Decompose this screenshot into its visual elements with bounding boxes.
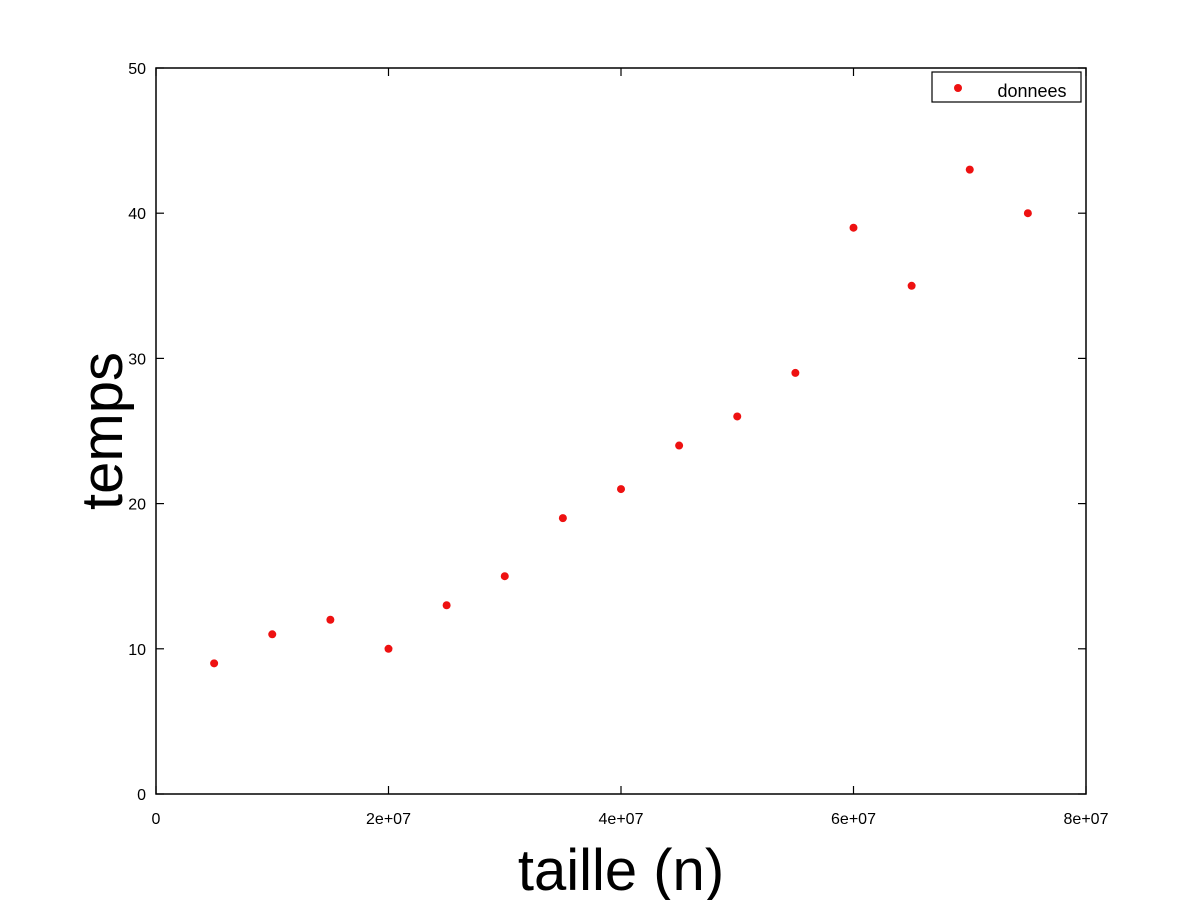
- data-point: [1023, 209, 1032, 218]
- x-tick-label: 6e+07: [831, 811, 876, 828]
- data-point: [617, 485, 625, 494]
- x-tick-label: 0: [152, 811, 161, 828]
- data-point: [500, 572, 509, 581]
- x-tick-label: 2e+07: [366, 811, 411, 828]
- y-tick-label: 10: [128, 642, 146, 659]
- data-point: [965, 165, 974, 174]
- y-tick-label: 40: [128, 206, 146, 223]
- legend-marker: [954, 84, 962, 92]
- data-point: [733, 412, 742, 421]
- x-tick-label: 8e+07: [1064, 811, 1109, 828]
- data-point: [326, 615, 335, 624]
- data-point: [268, 630, 277, 639]
- x-tick-label: 4e+07: [599, 811, 644, 828]
- plot-frame: [155, 67, 1087, 795]
- data-point: [384, 644, 393, 653]
- y-tick-label: 50: [128, 61, 146, 78]
- legend: donnees: [931, 71, 1082, 103]
- x-axis-title: taille (n): [518, 838, 724, 900]
- y-tick-label: 20: [128, 497, 146, 514]
- data-point: [849, 223, 858, 232]
- data-point: [675, 441, 684, 450]
- data-point: [791, 368, 800, 377]
- y-axis-title: temps: [70, 352, 135, 510]
- axis-ticks: [155, 67, 1087, 795]
- data-point: [442, 601, 451, 610]
- legend-entry-label: donnees: [997, 81, 1066, 101]
- data-point: [558, 514, 567, 523]
- axis-tick-labels: 0 2e+07 4e+07 6e+07 8e+07 0 10 20 30 40 50: [128, 61, 1108, 828]
- data-points: [210, 165, 1032, 668]
- y-tick-label: 0: [137, 787, 146, 804]
- y-tick-label: 30: [128, 351, 146, 368]
- data-point: [907, 281, 916, 290]
- data-point: [210, 659, 219, 668]
